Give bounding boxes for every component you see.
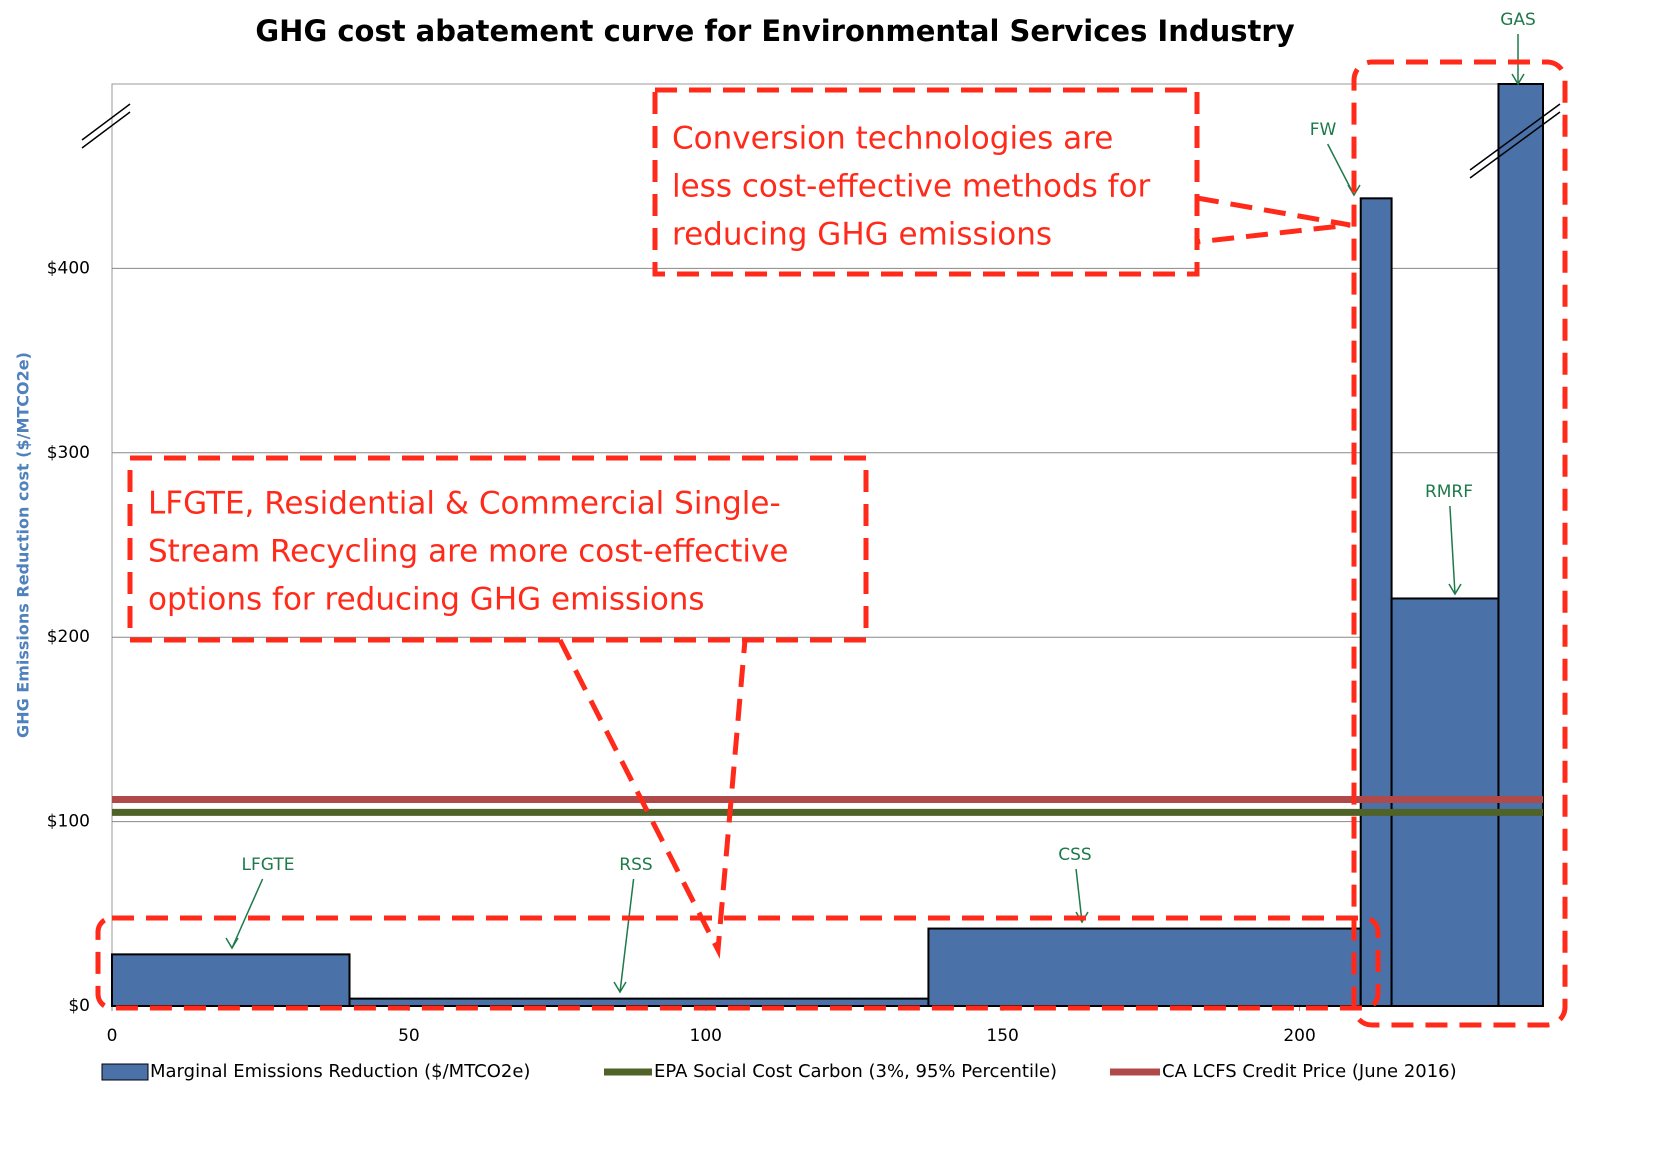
y-tick-label: $400 <box>47 258 90 278</box>
label-arrow <box>1075 868 1083 923</box>
chart-title: GHG cost abatement curve for Environment… <box>255 14 1294 48</box>
callout-pointer <box>1196 195 1351 245</box>
y-tick-label: $0 <box>68 996 90 1016</box>
highlight-region <box>95 915 1381 1011</box>
bar-label: FW <box>1310 120 1337 140</box>
bar-label: GAS <box>1500 10 1536 30</box>
legend-label: Marginal Emissions Reduction ($/MTCO2e) <box>150 1061 530 1082</box>
bar <box>927 927 1362 1007</box>
highlight-region <box>1351 59 1568 1028</box>
y-tick-label: $300 <box>47 443 90 463</box>
bar <box>1359 197 1393 1007</box>
axis-break <box>1469 103 1561 171</box>
x-tick-label: 150 <box>986 1026 1018 1046</box>
annotation: reducing GHG emissions <box>672 217 1052 253</box>
bar-label: LFGTE <box>242 855 295 875</box>
annotation: options for reducing GHG emissions <box>148 582 705 618</box>
arrow-head <box>613 981 627 994</box>
bar-label: CSS <box>1058 845 1091 865</box>
bar <box>1497 83 1544 1007</box>
axis-break <box>81 111 131 149</box>
label-arrow <box>1449 505 1456 595</box>
axis-break <box>81 103 131 141</box>
x-tick-label: 200 <box>1283 1026 1315 1046</box>
arrow-head <box>225 937 239 950</box>
axis-break <box>1469 111 1561 179</box>
bar <box>111 953 351 1007</box>
annotation: Conversion technologies are <box>672 121 1113 157</box>
arrow-head <box>1511 73 1525 86</box>
bar-label: RMRF <box>1425 482 1473 502</box>
x-tick-label: 0 <box>107 1026 118 1046</box>
y-axis-label: GHG Emissions Reduction cost ($/MTCO2e) <box>14 352 33 738</box>
callout-box <box>652 87 1200 277</box>
arrow-head <box>1448 583 1462 596</box>
arrow-head <box>1075 911 1089 924</box>
x-tick-label: 50 <box>398 1026 420 1046</box>
y-tick-label: $200 <box>47 627 90 647</box>
legend-label: CA LCFS Credit Price (June 2016) <box>1162 1061 1457 1082</box>
legend-label: EPA Social Cost Carbon (3%, 95% Percenti… <box>654 1061 1057 1082</box>
callout-box <box>127 455 869 643</box>
bar-label: RSS <box>619 855 652 875</box>
x-tick-label: 100 <box>690 1026 722 1046</box>
label-arrow <box>231 878 264 949</box>
annotation: less cost-effective methods for <box>672 169 1151 205</box>
y-tick-label: $100 <box>47 812 90 832</box>
arrow-head <box>1347 184 1361 197</box>
bar <box>348 997 930 1008</box>
annotation: Stream Recycling are more cost-effective <box>148 534 788 570</box>
callout-pointer <box>557 638 748 959</box>
label-arrow <box>619 878 635 993</box>
legend-swatch <box>101 1063 149 1081</box>
annotation: LFGTE, Residential & Commercial Single- <box>148 486 781 522</box>
